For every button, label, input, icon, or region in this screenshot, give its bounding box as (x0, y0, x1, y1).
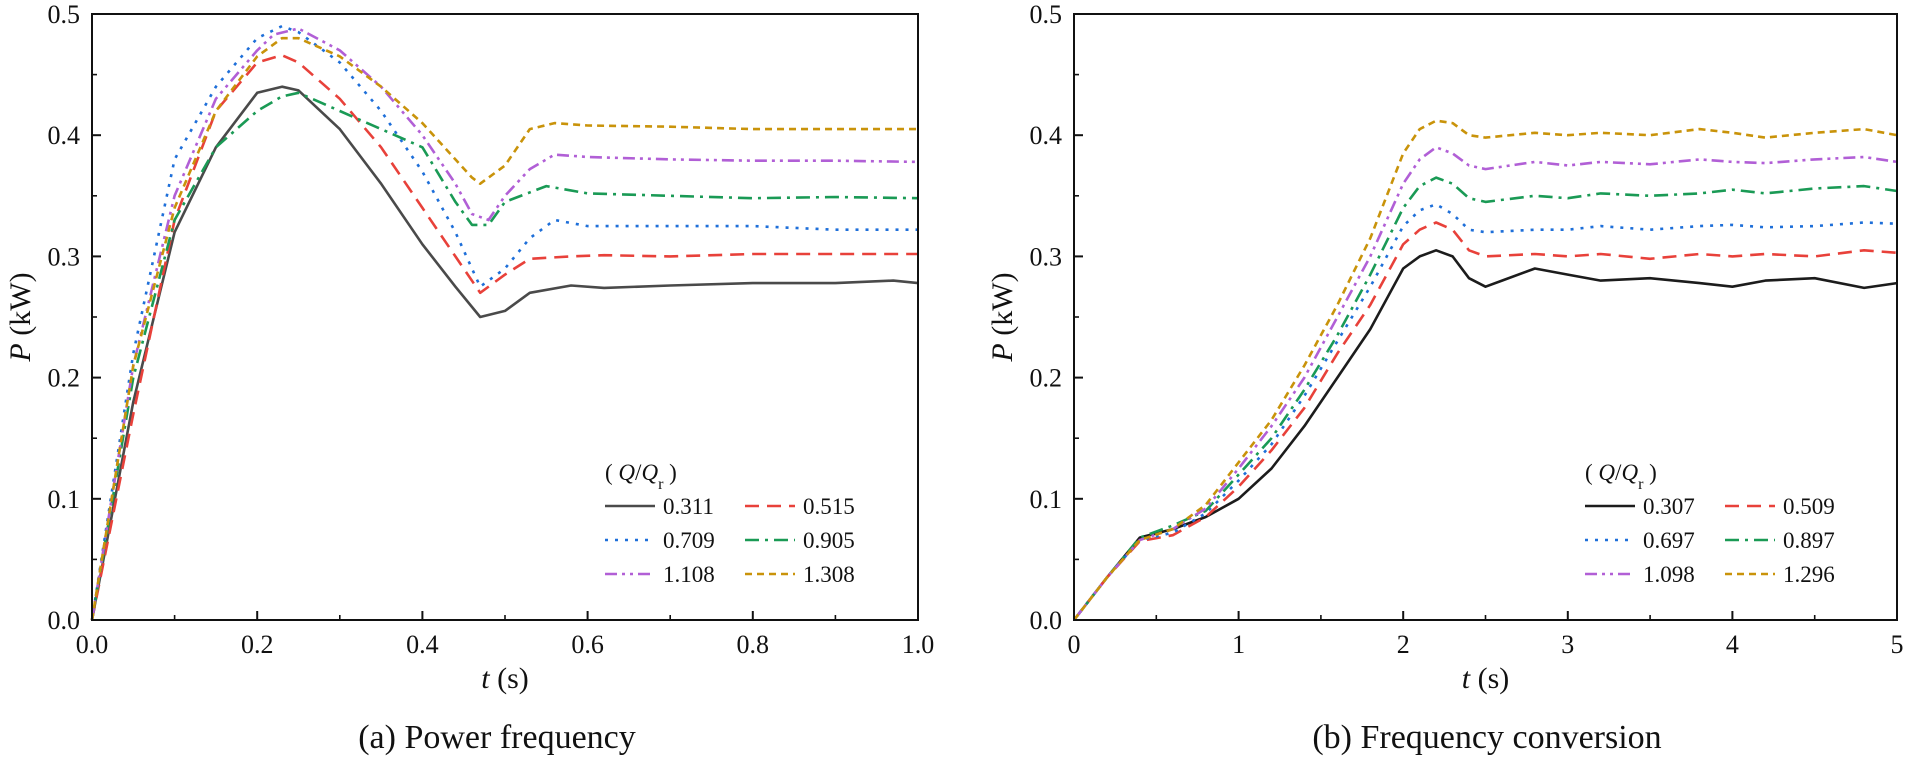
legend: ( Q/Qr )0.311 0.515 0.709 0.905 1.108 1.308 (605, 460, 855, 587)
legend-label: 0.515 (803, 494, 855, 519)
series-line-0.515 (90, 53, 918, 621)
legend-label: 0.905 (803, 528, 855, 553)
x-tick-label: 0.4 (406, 630, 439, 659)
panel-caption: (b) Frequency conversion (1312, 719, 1661, 756)
legend-label: 1.098 (1643, 562, 1695, 587)
series-line-1.308 (90, 36, 918, 621)
x-axis-label: t (s) (481, 662, 529, 695)
y-tick-label: 0.0 (48, 606, 81, 635)
x-tick-label: 0.2 (241, 630, 274, 659)
x-tick-label: 0.6 (571, 630, 604, 659)
series-line-1.296 (1072, 119, 1898, 621)
y-tick-label: 0.1 (48, 485, 81, 514)
legend-label: 0.697 (1643, 528, 1695, 553)
legend-title: ( Q/Qr ) (605, 460, 677, 493)
x-tick-label: 1 (1232, 630, 1245, 659)
series-line-0.897 (1072, 176, 1898, 621)
y-tick-label: 0.2 (1030, 364, 1063, 393)
y-tick-label: 0.5 (1030, 0, 1063, 29)
y-tick-label: 0.4 (48, 121, 81, 150)
y-tick-label: 0.5 (48, 0, 81, 29)
legend-label: 0.897 (1783, 528, 1835, 553)
series-line-0.709 (90, 24, 918, 621)
chart-panel-b: 0 1 2 3 4 5 0.0 0.1 0.2 0.3 0.4 0.5 t (s) P (kW) ( Q/Q… (986, 0, 1904, 756)
x-tick-label: 3 (1561, 630, 1574, 659)
legend-label: 0.307 (1643, 494, 1695, 519)
y-tick-label: 0.2 (48, 364, 81, 393)
x-tick-label: 0 (1068, 630, 1081, 659)
legend-label: 1.108 (663, 562, 715, 587)
legend-title: ( Q/Qr ) (1585, 460, 1657, 493)
series-line-0.905 (90, 91, 919, 621)
y-tick-label: 0.0 (1030, 606, 1063, 635)
x-tick-label: 0.8 (737, 630, 770, 659)
y-tick-label: 0.3 (48, 242, 81, 271)
legend-label: 1.296 (1783, 562, 1835, 587)
series-line-0.509 (1072, 221, 1898, 621)
y-tick-label: 0.4 (1030, 121, 1063, 150)
legend-label: 0.311 (663, 494, 714, 519)
legend-label: 0.709 (663, 528, 715, 553)
legend-label: 1.308 (803, 562, 855, 587)
series-line-0.697 (1072, 203, 1898, 621)
y-tick-label: 0.1 (1030, 485, 1063, 514)
x-axis-label: t (s) (1462, 662, 1510, 695)
series-line-0.311 (90, 85, 919, 621)
series-line-1.098 (1072, 146, 1898, 621)
x-tick-label: 4 (1726, 630, 1739, 659)
plot-frame (91, 13, 919, 621)
plot-frame (1073, 13, 1898, 621)
x-tick-label: 0.0 (76, 630, 109, 659)
series-line-1.108 (90, 27, 919, 621)
x-tick-label: 5 (1891, 630, 1904, 659)
panel-caption: (a) Power frequency (358, 719, 636, 756)
x-tick-label: 2 (1397, 630, 1410, 659)
y-tick-label: 0.3 (1030, 242, 1063, 271)
y-axis-label: P (kW) (986, 272, 1019, 362)
chart-panel-a: 0.0 0.2 0.4 0.6 0.8 1.0 0.0 0.1 0.2 0.3 0.4 0.5 t (s… (4, 0, 934, 756)
legend: ( Q/Qr )0.307 0.509 0.697 0.897 1.098 1.296 (1585, 460, 1835, 587)
x-tick-label: 1.0 (902, 630, 935, 659)
y-axis-label: P (kW) (4, 272, 37, 362)
series-line-0.307 (1072, 249, 1898, 621)
legend-label: 0.509 (1783, 494, 1835, 519)
